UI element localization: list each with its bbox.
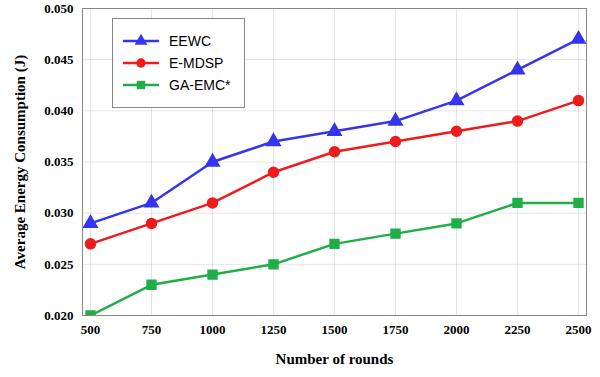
svg-text:0.025: 0.025: [44, 256, 74, 271]
svg-text:1000: 1000: [200, 322, 226, 337]
svg-text:1250: 1250: [261, 322, 287, 337]
svg-text:1500: 1500: [322, 322, 348, 337]
svg-text:Average Energy Consumption (J): Average Energy Consumption (J): [12, 55, 29, 269]
svg-text:2000: 2000: [444, 322, 470, 337]
svg-text:0.035: 0.035: [44, 154, 74, 169]
html-text:GA-EMC*: GA-EMC*: [169, 77, 231, 93]
svg-text:2250: 2250: [505, 322, 531, 337]
svg-text:0.020: 0.020: [44, 308, 73, 323]
svg-text:0.050: 0.050: [44, 1, 73, 16]
svg-text:750: 750: [142, 322, 162, 337]
svg-text:500: 500: [81, 322, 101, 337]
svg-text:2500: 2500: [566, 322, 592, 337]
html-text:EEWC: EEWC: [169, 33, 211, 49]
svg-text:0.030: 0.030: [44, 205, 73, 220]
svg-text:0.040: 0.040: [44, 103, 73, 118]
svg-text:0.045: 0.045: [44, 52, 74, 67]
svg-text:1750: 1750: [383, 322, 409, 337]
html-text:E-MDSP: E-MDSP: [169, 55, 224, 71]
svg-text:Number of rounds: Number of rounds: [276, 351, 394, 367]
